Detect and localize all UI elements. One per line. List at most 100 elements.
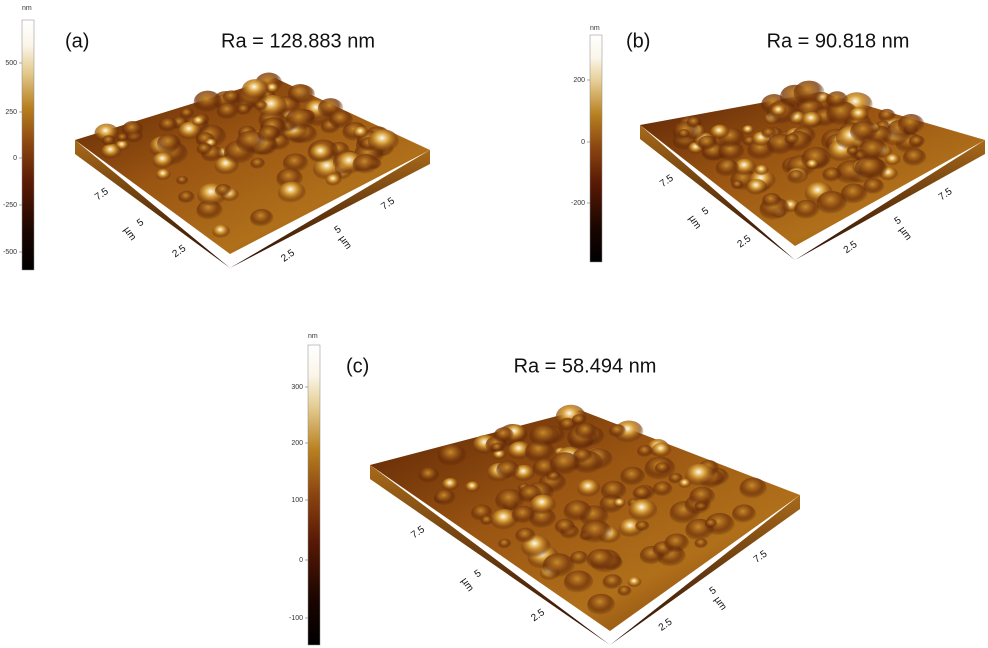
surface-grain xyxy=(178,191,194,204)
surface-grain xyxy=(419,467,440,483)
surface-grain xyxy=(609,424,626,438)
surface-grain xyxy=(628,577,642,588)
surface-grain xyxy=(806,159,819,169)
surface-grain xyxy=(635,521,649,532)
surface-grain xyxy=(653,481,673,497)
panel-label: (b) xyxy=(626,30,650,52)
surface-grain xyxy=(278,182,306,204)
surface-grain xyxy=(176,176,188,186)
surface-grain xyxy=(550,452,580,476)
surface-grain xyxy=(817,191,847,215)
surface-grain xyxy=(633,486,651,501)
axis-tick-label: 5 xyxy=(135,217,146,229)
surface-grain xyxy=(664,534,689,554)
surface-grain xyxy=(285,108,314,131)
surface-grain xyxy=(878,109,896,123)
axis-tick-label: 7.5 xyxy=(93,186,111,203)
surface-grain xyxy=(157,134,181,154)
surface-grain xyxy=(618,586,632,597)
surface-grain xyxy=(577,479,600,498)
surface-grain xyxy=(629,499,658,522)
surface-grain xyxy=(587,549,614,571)
surface-grain xyxy=(310,144,334,163)
panel-label: (c) xyxy=(346,355,369,377)
axis-unit: µm xyxy=(337,234,354,252)
surface-grain xyxy=(742,125,754,135)
colorbar-tick-label: 0 xyxy=(299,557,303,564)
surface-grain xyxy=(802,112,823,129)
axis-unit: µm xyxy=(686,213,703,231)
panel-label: (a) xyxy=(65,30,89,52)
panel-title: Ra = 128.883 nm xyxy=(221,30,375,52)
surface-grain xyxy=(434,489,455,506)
axis-tick-label: 7.5 xyxy=(658,173,676,190)
surface-grain xyxy=(903,148,926,167)
surface-grain xyxy=(353,154,379,175)
surface-grain xyxy=(909,135,925,148)
surface-grain xyxy=(530,424,560,448)
surface-grain xyxy=(512,506,536,525)
surface-grain xyxy=(826,91,848,109)
axis-unit: µm xyxy=(712,595,729,613)
surface-grain xyxy=(555,519,575,535)
axis-tick-label: 5 xyxy=(893,215,904,227)
axis-tick-label: 2.5 xyxy=(279,247,297,264)
surface-grain xyxy=(689,487,715,508)
surface-grain xyxy=(849,107,868,123)
surface-grain xyxy=(242,79,269,101)
surface-grain xyxy=(156,169,171,181)
surface-grain xyxy=(716,159,739,178)
axis-unit: µm xyxy=(121,225,138,243)
colorbar-tick-label: 0 xyxy=(13,155,17,162)
surface-grain xyxy=(117,133,129,143)
surface-grain xyxy=(637,445,653,458)
surface-grain xyxy=(353,126,369,138)
axis-tick-label: 2.5 xyxy=(657,616,675,633)
colorbar-tick-label: 200 xyxy=(291,440,303,447)
surface-grain xyxy=(491,443,504,453)
colorbar-tick-label: 100 xyxy=(291,497,303,504)
surface-grain xyxy=(326,174,342,187)
surface-grain xyxy=(885,154,901,166)
surface-grain xyxy=(788,170,804,183)
axis-tick-label: 2.5 xyxy=(735,233,753,250)
surface-grain xyxy=(761,127,776,139)
axis-tick-label: 5 xyxy=(333,224,344,236)
axis-tick-label: 2.5 xyxy=(170,243,188,260)
surface-grain xyxy=(695,538,708,549)
surface-grain xyxy=(898,114,925,135)
figure: nm5002500-250-500(a)Ra = 128.883 nm7.552… xyxy=(0,0,988,648)
surface-grain xyxy=(159,118,178,133)
surface-grain xyxy=(329,111,353,130)
colorbar-unit: nm xyxy=(590,25,600,32)
surface-grain xyxy=(620,467,645,487)
surface-grain xyxy=(614,498,626,508)
colorbar-unit: nm xyxy=(308,333,318,340)
colorbar-tick-label: 200 xyxy=(573,77,585,84)
colorbar xyxy=(22,20,34,270)
surface-grain xyxy=(438,444,466,467)
colorbar xyxy=(590,35,602,262)
surface-grain xyxy=(794,81,825,106)
surface-grain xyxy=(197,143,213,156)
colorbar-tick-label: 300 xyxy=(291,384,303,391)
surface-grain xyxy=(288,84,313,104)
surface-grain xyxy=(581,520,612,545)
colorbar xyxy=(308,345,320,645)
surface-grain xyxy=(739,478,766,500)
colorbar-tick-label: -100 xyxy=(289,615,303,622)
axis-tick-label: 2.5 xyxy=(529,607,547,624)
surface-grain xyxy=(732,505,756,524)
axis-tick-label: 5 xyxy=(473,568,484,580)
surface-grain xyxy=(212,225,230,239)
surface-grain xyxy=(250,209,273,228)
axis-tick-label: 7.5 xyxy=(379,195,397,212)
surface-grain xyxy=(368,129,399,154)
panel-title: Ra = 58.494 nm xyxy=(514,355,657,377)
surface-grain xyxy=(652,443,672,459)
colorbar-tick-label: 250 xyxy=(5,109,17,116)
axis-tick-label: 5 xyxy=(700,205,711,217)
surface-grain xyxy=(543,553,575,579)
axis-tick-label: 5 xyxy=(708,585,719,597)
surface-grain xyxy=(102,135,116,146)
